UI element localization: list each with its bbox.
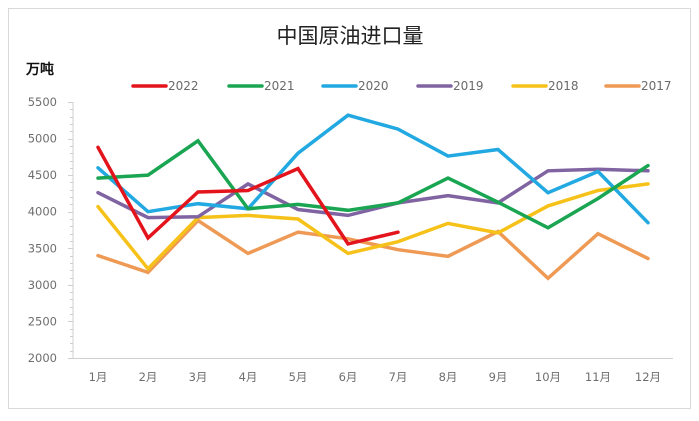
x-tick-label: 12月 [635, 370, 661, 384]
series-line-2020 [96, 113, 650, 225]
x-tick-label: 2月 [139, 370, 158, 384]
y-tick-label: 5500 [28, 95, 57, 109]
x-tick-label: 1月 [89, 370, 108, 384]
legend-label-2019: 2019 [453, 79, 484, 93]
series-line-2018 [96, 182, 650, 272]
y-tick-label: 3500 [28, 241, 57, 255]
x-tick-label: 3月 [189, 370, 208, 384]
series-line-2019 [96, 167, 650, 220]
legend-label-2022: 2022 [168, 79, 199, 93]
x-tick-label: 9月 [489, 370, 508, 384]
series-line-2017 [96, 218, 650, 281]
legend-label-2017: 2017 [641, 79, 672, 93]
x-tick-label: 10月 [535, 370, 561, 384]
x-tick-label: 6月 [339, 370, 358, 384]
legend-label-2018: 2018 [548, 79, 579, 93]
y-tick-label: 4000 [28, 205, 57, 219]
x-tick-label: 8月 [439, 370, 458, 384]
y-tick-label: 3000 [28, 278, 57, 292]
y-axis-unit-label: 万吨 [25, 61, 54, 78]
y-tick-label: 5000 [28, 132, 57, 146]
legend: 2022 2021 2020 2019 2018 2017 [131, 79, 672, 93]
legend-label-2021: 2021 [264, 79, 295, 93]
x-tick-label: 11月 [585, 370, 611, 384]
legend-label-2020: 2020 [358, 79, 389, 93]
y-tick-label: 4500 [28, 168, 57, 182]
series-line-2021 [96, 138, 650, 230]
x-tick-label: 5月 [289, 370, 308, 384]
x-tick-label: 4月 [239, 370, 258, 384]
y-tick-label: 2500 [28, 314, 57, 328]
series-lines [96, 113, 650, 281]
axes: 2000 2500 3000 3500 4000 4500 5000 5500 1月 2月 3月 4月… [28, 95, 673, 384]
y-tick-label: 2000 [28, 351, 57, 365]
chart-title: 中国原油进口量 [277, 24, 424, 48]
x-tick-label: 7月 [389, 370, 408, 384]
